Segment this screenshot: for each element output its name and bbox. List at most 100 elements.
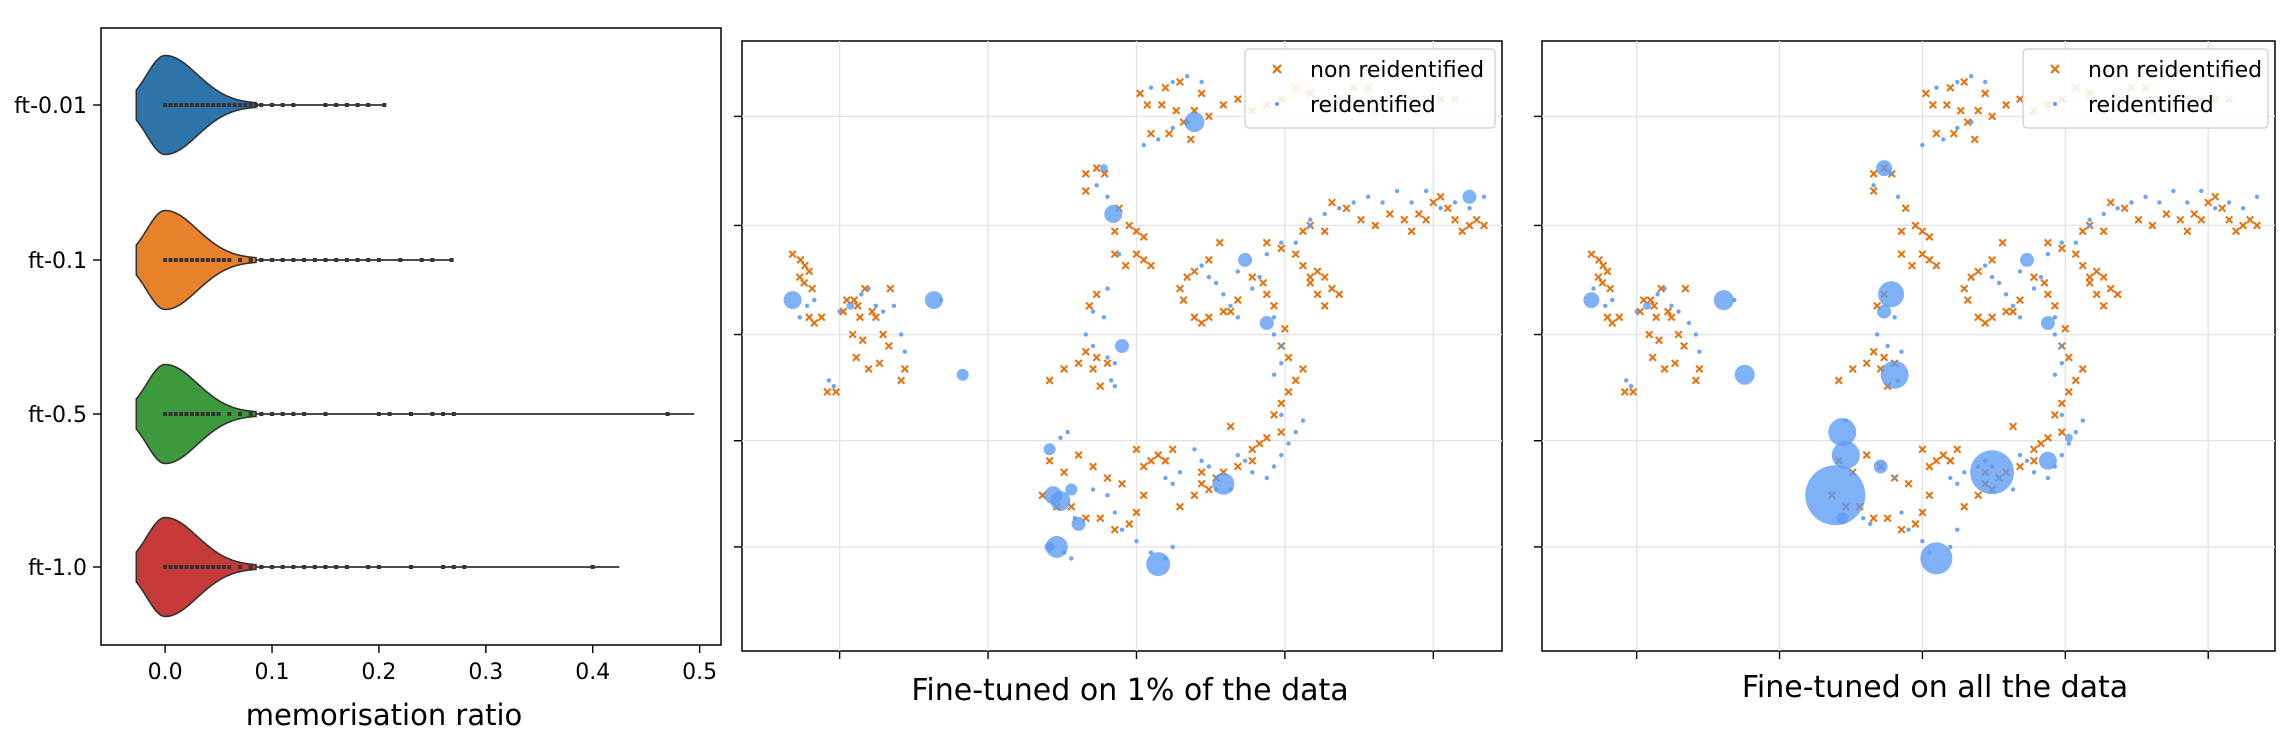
scatter1-point-reidentified-74 <box>1250 470 1255 475</box>
violin-point-ft-1.0-25 <box>376 565 381 569</box>
scatter1-point-reidentified-82 <box>1271 372 1277 377</box>
scatter2-point-non-reidentified-85-b <box>1988 313 1997 322</box>
scatter1-point-non-reidentified-103 <box>1320 273 1329 282</box>
scatter1-point-reidentified-50 <box>1112 510 1118 515</box>
scatter1-point-non-reidentified-61-b <box>1197 479 1206 488</box>
scatter2-point-non-reidentified-92-b <box>1988 255 1997 264</box>
scatter2-ticks <box>1534 115 2209 659</box>
scatter1-point-reidentified-8 <box>873 303 878 308</box>
violin-point-ft-0.01-25 <box>355 103 360 107</box>
scatter1-point-non-reidentified-115-b <box>1074 451 1083 460</box>
scatter2-point-non-reidentified-139 <box>1925 232 1934 241</box>
scatter2-point-non-reidentified-110-b <box>1848 364 1857 373</box>
scatter2-point-non-reidentified-71 <box>2057 399 2066 408</box>
scatter2-point-non-reidentified-59 <box>1974 491 1983 500</box>
scatter2-point-non-reidentified-140-b <box>1974 106 1983 115</box>
violin-point-ft-1.0-28 <box>451 565 456 569</box>
scatter2-point-non-reidentified-176 <box>2252 221 2262 230</box>
scatter2-point-reidentified-93 <box>2115 206 2120 211</box>
scatter1-point-reidentified-64 <box>1170 481 1175 486</box>
scatter1-point-non-reidentified-167-b <box>1414 209 1423 218</box>
violin-point-ft-0.01-4 <box>184 103 189 107</box>
scatter2-point-non-reidentified-111-b <box>1862 359 1871 368</box>
scatter2-point-reidentified-82 <box>1996 280 2002 286</box>
scatter2-plot-frame <box>1541 40 2276 652</box>
scatter2-point-non-reidentified-105 <box>2113 290 2122 299</box>
scatter2-point-reidentified-31 <box>1941 137 1946 142</box>
violin-point-ft-0.5-4 <box>184 412 189 416</box>
scatter1-point-non-reidentified-73-b <box>1291 376 1300 385</box>
scatter2-point-reidentified-36 <box>1969 74 1974 79</box>
violin-xtick-label-1: 0.1 <box>255 660 290 685</box>
scatter1-point-non-reidentified-176-b <box>1479 221 1489 230</box>
scatter2-point-non-reidentified-34-b <box>1901 204 1910 213</box>
scatter1-point-reidentified-92 <box>1206 274 1212 280</box>
violin-point-ft-0.5-2 <box>173 412 178 416</box>
violin-ft-0.01 <box>135 54 387 156</box>
scatter2-point-non-reidentified-10 <box>1620 387 1629 396</box>
scatter1-point-non-reidentified-88-b <box>1179 296 1188 305</box>
scatter2-point-reidentified-85 <box>2017 269 2023 274</box>
scatter2-point-reidentified-75 <box>2059 343 2064 349</box>
scatter2-point-non-reidentified-18-b <box>1667 313 1676 322</box>
scatter2-point-non-reidentified-86 <box>1974 313 1983 322</box>
scatter2-point-reidentified-100 <box>2213 206 2218 211</box>
scatter2-point-non-reidentified-72 <box>2064 387 2073 396</box>
scatter2-point-non-reidentified-122-b <box>1869 514 1878 523</box>
scatter2-point-reidentified-55 <box>1955 481 1960 486</box>
scatter1-legend-x-marker <box>1272 64 1282 74</box>
violin-ytick-label-ft-0.1: ft-0.1 <box>28 249 87 274</box>
scatter2-point-reidentified-2 <box>1603 303 1608 308</box>
scatter2-point-non-reidentified-126 <box>1918 508 1927 517</box>
scatter2-point-reidentified-99 <box>2199 188 2204 194</box>
scatter1-point-non-reidentified-129 <box>1154 451 1163 460</box>
scatter2-point-non-reidentified-51-b <box>1960 77 1969 86</box>
scatter2-point-non-reidentified-136-b <box>1897 227 1906 236</box>
scatter1-point-non-reidentified-2-b <box>800 261 809 270</box>
scatter1-point-reidentified-40 <box>1185 74 1190 79</box>
scatter1-point-reidentified-22 <box>1116 252 1122 257</box>
violin-point-ft-1.0-21 <box>323 565 328 569</box>
scatter1-point-reidentified-67 <box>1199 458 1204 463</box>
scatter1-point-reidentified-95 <box>1238 252 1253 267</box>
scatter2-point-non-reidentified-132 <box>1907 261 1916 270</box>
scatter2-point-reidentified-41 <box>1805 465 1866 526</box>
scatter1-point-non-reidentified-18 <box>871 313 880 322</box>
scatter2-point-non-reidentified-131 <box>1953 445 1962 454</box>
scatter1-point-non-reidentified-23-b <box>858 336 867 345</box>
violin-point-ft-1.0-16 <box>270 565 274 569</box>
scatter2-point-non-reidentified-103 <box>2099 273 2108 282</box>
scatter1-point-non-reidentified-73 <box>1291 376 1300 385</box>
violin-point-ft-0.01-2 <box>173 103 178 107</box>
scatter1-point-non-reidentified-90 <box>1183 273 1192 282</box>
scatter1-point-non-reidentified-126 <box>1132 508 1141 517</box>
violin-point-ft-0.5-19 <box>323 412 328 416</box>
scatter1-point-non-reidentified-17 <box>868 307 877 316</box>
scatter2-point-non-reidentified-162-b <box>2134 215 2143 224</box>
scatter2-point-reidentified-19 <box>1876 160 1893 177</box>
violin-point-ft-1.0-9 <box>211 565 216 569</box>
scatter2-point-non-reidentified-27 <box>1680 341 1689 351</box>
violin-point-ft-1.0-23 <box>344 565 349 569</box>
scatter1-point-reidentified-109 <box>1438 206 1443 211</box>
scatter1-point-non-reidentified-38-b <box>1081 347 1090 356</box>
scatter1-point-reidentified-41 <box>1199 79 1204 85</box>
scatter2-point-non-reidentified-170 <box>2211 192 2220 201</box>
scatter1-point-non-reidentified-9-b <box>817 313 826 322</box>
scatter2-point-non-reidentified-3 <box>1603 267 1612 276</box>
scatter1-point-non-reidentified-85 <box>1204 313 1213 322</box>
scatter1-point-reidentified-66 <box>1192 447 1197 452</box>
scatter2-point-reidentified-106 <box>2038 451 2057 470</box>
scatter2-point-non-reidentified-70 <box>2050 410 2059 419</box>
violin-point-ft-0.1-29 <box>430 258 435 262</box>
scatter1-point-non-reidentified-113 <box>1045 456 1054 465</box>
scatter1-point-reidentified-103 <box>1351 200 1356 205</box>
scatter2-point-non-reidentified-143-b <box>2016 95 2025 104</box>
scatter1-point-non-reidentified-59-b <box>1190 491 1199 500</box>
scatter1-point-non-reidentified-50 <box>1161 83 1170 92</box>
scatter1-point-reidentified-79 <box>1293 429 1299 435</box>
scatter2-point-non-reidentified-16-b <box>1657 284 1666 293</box>
scatter1-point-non-reidentified-164 <box>1385 209 1394 218</box>
scatter1-point-non-reidentified-8-b <box>810 319 819 328</box>
